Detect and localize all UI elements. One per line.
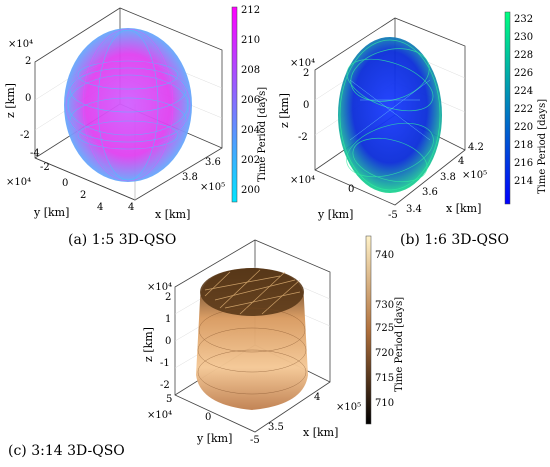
panel-c-z-tick-5: -2: [160, 380, 170, 391]
panel-a-cbar-tick-5: 204: [241, 125, 260, 136]
panel-b-x-exponent: ×10⁵: [462, 170, 487, 181]
panel-a-cbar-tick-7: 200: [241, 185, 260, 196]
panel-b-cbar-tick-10: 214: [514, 176, 533, 187]
panel-b-x-tick-1: 4.2: [468, 142, 484, 153]
panel-c-z-tick-1: 2: [165, 292, 171, 303]
panel-c-top-cap: [200, 268, 304, 316]
panel-b-orbit-family: [338, 37, 442, 193]
panel-c-cbar-tick-6: 710: [375, 398, 394, 409]
panel-a-z-tick-3: -2: [20, 130, 30, 141]
panel-b-cbar-tick-4: 226: [514, 68, 533, 79]
panel-c-orbit-lines: [204, 269, 301, 315]
panel-a-colorbar: [231, 6, 238, 203]
panel-a-y-label: y [km]: [33, 206, 69, 219]
panel-c-caption: (c) 3:14 3D-QSO: [8, 443, 125, 459]
panel-a-colorbar-ticks: 212 210 208 206 204 202 200: [241, 5, 260, 196]
panel-c-cbar-tick-1: 740: [375, 250, 394, 261]
panel-c-z-tick-2: 1: [165, 314, 171, 325]
panel-b-z-label: z [km]: [278, 93, 291, 128]
panel-b-cbar-tick-9: 216: [514, 158, 533, 169]
panel-c-y-tick-2: 0: [205, 412, 211, 423]
panel-a-caption: (a) 1:5 3D-QSO: [68, 232, 176, 248]
panel-a-y-tick-1: -4: [30, 148, 40, 159]
panel-c-y-label: y [km]: [196, 432, 232, 445]
panel-b-z-exponent: ×10⁴: [290, 58, 315, 69]
panel-b-z-tick-1: 2: [303, 68, 309, 79]
panel-b-cbar-tick-6: 222: [514, 104, 533, 115]
panel-b: ×10⁴ 2 0 -2 z [km] ×10⁴ 0 -5 y [km] ×10⁵…: [278, 11, 548, 248]
panel-b-z-tick-2: 0: [303, 100, 309, 111]
panel-a-cbar-tick-4: 206: [241, 95, 260, 106]
panel-c-cbar-tick-2: 730: [375, 300, 394, 311]
panel-b-z-tick-3: -2: [298, 132, 308, 143]
panel-c-cbar-tick-3: 725: [375, 323, 394, 334]
panel-c-z-label: z [km]: [142, 327, 155, 362]
panel-b-cbar-tick-2: 230: [514, 32, 533, 43]
panel-b-cbar-tick-1: 232: [514, 14, 533, 25]
panel-a-cbar-tick-1: 212: [241, 5, 260, 16]
panel-b-caption: (b) 1:6 3D-QSO: [400, 232, 509, 248]
panel-a-x-exponent: ×10⁵: [200, 182, 225, 193]
panel-a-z-exponent: ×10⁴: [8, 39, 33, 50]
panel-c-cbar-tick-5: 715: [375, 373, 394, 384]
panel-b-orbit-lines: [339, 39, 441, 191]
panel-c-x-tick-1: 4: [314, 392, 320, 403]
panel-a-y-tick-3: 0: [62, 178, 68, 189]
panel-c-y-exponent: ×10⁴: [147, 410, 172, 421]
panel-b-y-exponent: ×10⁴: [290, 175, 315, 186]
panel-c-cbar-tick-4: 720: [375, 348, 394, 359]
panel-b-x-tick-2: 4: [458, 156, 464, 167]
panel-c-y-tick-1: 5: [166, 394, 172, 405]
panel-a-z-label: z [km]: [4, 83, 17, 118]
panel-a-z-tick-1: 2: [25, 56, 31, 67]
panel-b-y-tick-2: -5: [388, 210, 398, 221]
panel-a-orbit-lines: [67, 29, 189, 181]
panel-b-cbar-tick-8: 218: [514, 140, 533, 151]
panel-b-orbit-lines-2: [349, 79, 431, 141]
panel-c-z-tick-4: -1: [160, 358, 170, 369]
panel-a-orbit-lines-2: [65, 28, 191, 182]
panel-c-x-label: x [km]: [303, 426, 338, 439]
panel-a-x-tick-2: 3.8: [182, 172, 198, 183]
panel-c: ×10⁴ 2 1 0 -1 -2 z [km] ×10⁴ 5 0 -5 y [k…: [8, 235, 405, 459]
panel-a-y-tick-5: 4: [97, 202, 103, 213]
panel-b-colorbar: [504, 11, 511, 205]
panel-b-cbar-tick-7: 220: [514, 122, 533, 133]
panel-b-x-label: x [km]: [446, 202, 481, 215]
panel-c-colorbar: [365, 235, 372, 425]
panel-c-y-tick-3: -5: [250, 435, 260, 446]
panel-b-y-label: y [km]: [317, 208, 353, 221]
panel-c-z-tick-3: 0: [165, 336, 171, 347]
panel-a-z-tick-2: 0: [25, 93, 31, 104]
panel-b-colorbar-ticks: 232 230 228 226 224 222 220 218 216 214: [514, 14, 533, 187]
panel-a-x-label: x [km]: [155, 208, 190, 221]
panel-b-x-tick-3: 3.8: [440, 172, 456, 183]
panel-c-colorbar-ticks: 740 730 725 720 715 710: [375, 250, 394, 409]
panel-a-x-tick-1: 3.6: [205, 157, 221, 168]
panel-c-band-lines: [197, 307, 307, 395]
panel-b-cbar-tick-3: 228: [514, 50, 533, 61]
panel-a-colorbar-label: Time Period [days]: [257, 87, 268, 182]
panel-a-y-tick-2: -2: [40, 162, 50, 173]
panel-c-colorbar-label: Time Period [days]: [394, 297, 405, 392]
panel-b-cbar-tick-5: 224: [514, 86, 533, 97]
panel-c-x-tick-2: 3.5: [268, 422, 284, 433]
panel-c-x-exponent: ×10⁵: [336, 402, 361, 413]
panel-a-x-tick-3: 4: [128, 202, 134, 213]
panel-b-x-tick-4: 3.6: [422, 187, 438, 198]
panel-a-y-tick-4: 2: [80, 190, 86, 201]
panel-a-y-exponent: ×10⁴: [6, 177, 31, 188]
panel-a: ×10⁴ 2 0 -2 z [km] ×10⁴ -4 -2 0 2 4 y [k…: [4, 5, 268, 248]
panel-a-cbar-tick-2: 210: [241, 35, 260, 46]
panel-a-cbar-tick-6: 202: [241, 155, 260, 166]
panel-a-cbar-tick-3: 208: [241, 65, 260, 76]
panel-b-colorbar-label: Time Period [days]: [537, 99, 548, 194]
panel-b-y-tick-1: 0: [348, 184, 354, 195]
panel-b-x-tick-5: 3.4: [406, 204, 422, 215]
panel-c-z-exponent: ×10⁴: [147, 282, 172, 293]
